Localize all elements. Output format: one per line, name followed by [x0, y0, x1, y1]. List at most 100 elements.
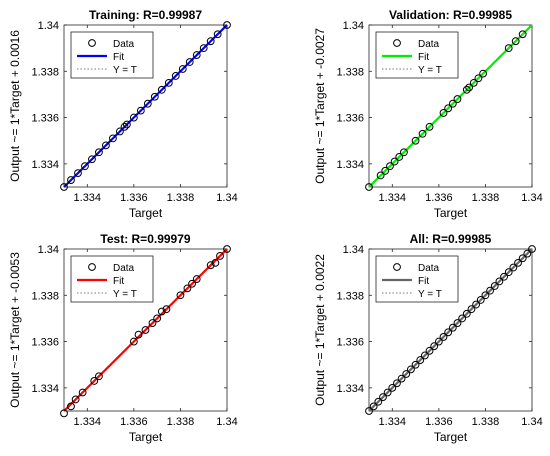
data-point: [223, 245, 231, 253]
x-tick-label: 1.336: [425, 192, 453, 204]
data-point: [444, 328, 453, 337]
data-point: [141, 326, 150, 334]
chart-panel-3: 1.334 1.336 1.338 1.34 1.334 1.336 1.338 1.34 Te…: [8, 232, 238, 444]
data-point: [425, 122, 434, 131]
legend-entry-label: Fit: [113, 52, 124, 63]
x-tick-label: 1.34: [216, 192, 237, 204]
chart-title: Validation: R=0.99985: [389, 8, 512, 22]
data-point: [395, 153, 404, 161]
x-tick-label: 1.336: [120, 416, 148, 428]
data-point: [171, 72, 180, 80]
data-point: [122, 120, 131, 129]
legend-data-marker: [393, 39, 401, 47]
legend-entry-label: Y = T: [113, 289, 137, 300]
data-point: [223, 21, 231, 29]
data-point: [444, 104, 453, 113]
data-point: [420, 351, 429, 360]
data-point: [162, 305, 171, 314]
y-tick-label: 1.334: [31, 383, 59, 395]
data-point: [95, 148, 103, 157]
data-point: [109, 134, 117, 143]
legend: Data Fit Y = T: [375, 31, 459, 79]
x-tick-label: 1.34: [216, 416, 237, 428]
data-point: [134, 330, 143, 339]
data-point: [90, 377, 99, 385]
legend-entry-label: Data: [113, 39, 135, 50]
legend-entry-label: Y = T: [418, 289, 442, 300]
data-point: [67, 176, 75, 184]
data-point: [390, 157, 399, 166]
x-tick-label: 1.338: [472, 416, 500, 428]
data-point: [448, 323, 457, 332]
data-point: [511, 37, 520, 46]
x-axis-label: Target: [434, 430, 468, 444]
x-tick-label: 1.34: [521, 192, 542, 204]
data-point: [213, 30, 222, 39]
data-point: [383, 388, 392, 397]
data-point: [453, 95, 462, 103]
data-point: [397, 374, 406, 383]
data-point: [418, 129, 427, 138]
data-point: [453, 319, 462, 327]
data-point: [199, 44, 208, 53]
data-point: [386, 162, 394, 171]
data-point: [129, 337, 138, 346]
data-point: [71, 395, 80, 404]
legend-entry-label: Y = T: [113, 65, 137, 76]
y-tick-label: 1.334: [336, 159, 364, 171]
legend-entry-label: Data: [418, 263, 440, 274]
data-point: [365, 407, 373, 415]
y-tick-label: 1.338: [336, 66, 364, 78]
legend-entry-label: Fit: [418, 276, 429, 287]
data-point: [411, 136, 420, 145]
data-point: [153, 314, 162, 323]
data-point: [523, 249, 532, 258]
data-point: [402, 370, 411, 378]
data-point: [439, 109, 448, 117]
data-point: [60, 409, 68, 418]
x-tick-label: 1.338: [167, 416, 195, 428]
x-tick-label: 1.34: [521, 416, 542, 428]
data-point: [148, 319, 157, 327]
legend-data-marker: [88, 263, 96, 271]
data-point: [518, 30, 527, 39]
data-point: [115, 127, 124, 136]
legend-entry-label: Data: [113, 263, 135, 274]
x-tick-label: 1.338: [472, 192, 500, 204]
chart-panel-4: 1.334 1.336 1.338 1.34 1.334 1.336 1.338 1.34 Al…: [313, 232, 543, 444]
legend-entry-label: Fit: [113, 276, 124, 287]
chart-title: Training: R=0.99987: [89, 8, 202, 22]
data-point: [192, 51, 201, 59]
data-point: [67, 402, 75, 411]
legend-data-marker: [393, 263, 401, 271]
y-tick-label: 1.338: [31, 290, 59, 302]
legend-entry-label: Fit: [418, 52, 429, 63]
x-axis-label: Target: [129, 206, 163, 220]
y-tick-label: 1.336: [336, 113, 364, 125]
legend: Data Fit Y = T: [70, 31, 154, 79]
y-tick-label: 1.34: [343, 20, 364, 32]
data-point: [157, 307, 166, 316]
data-point: [425, 346, 434, 355]
data-point: [88, 155, 96, 164]
data-point: [504, 268, 513, 277]
data-point: [448, 99, 457, 108]
y-tick-label: 1.34: [38, 244, 59, 256]
x-tick-label: 1.334: [74, 416, 102, 428]
y-tick-label: 1.34: [38, 20, 59, 32]
data-point: [518, 254, 527, 263]
data-point: [476, 296, 485, 304]
data-point: [188, 279, 196, 288]
y-tick-label: 1.338: [31, 66, 59, 78]
fit-line: [63, 248, 228, 412]
data-point: [74, 169, 82, 178]
data-point: [376, 171, 385, 180]
data-point: [206, 37, 215, 46]
data-point: [365, 183, 373, 191]
data-point: [434, 337, 443, 346]
x-tick-label: 1.334: [74, 192, 102, 204]
data-point: [369, 402, 378, 411]
x-tick-label: 1.336: [120, 192, 148, 204]
data-point: [462, 309, 471, 318]
